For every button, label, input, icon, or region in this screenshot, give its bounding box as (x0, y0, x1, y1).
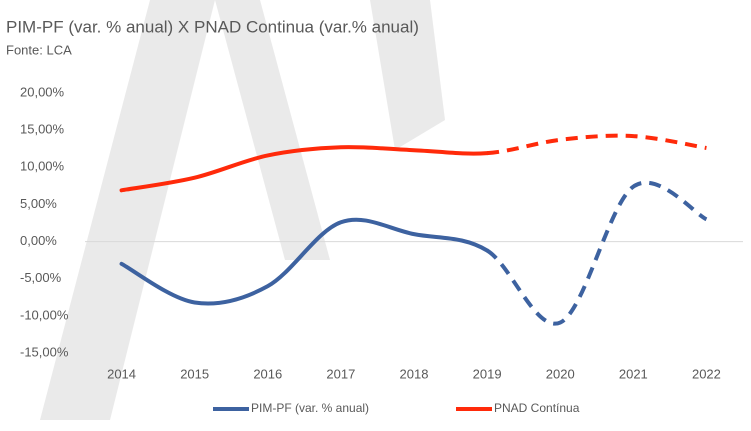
y-tick-label: 0,00% (20, 233, 57, 248)
watermark-shape (370, 0, 445, 150)
y-tick-label: 10,00% (20, 159, 65, 174)
legend-label: PIM-PF (var. % anual) (251, 401, 369, 415)
legend-label: PNAD Contínua (494, 401, 580, 415)
y-tick-label: 5,00% (20, 196, 57, 211)
y-tick-label: 20,00% (20, 84, 65, 99)
x-tick-label: 2017 (326, 366, 355, 381)
y-tick-label: -15,00% (20, 344, 69, 359)
x-tick-label: 2014 (107, 366, 136, 381)
x-tick-label: 2018 (400, 366, 429, 381)
x-tick-label: 2019 (473, 366, 502, 381)
y-tick-label: 15,00% (20, 122, 65, 137)
line-dashed (486, 133, 707, 156)
x-tick-label: 2021 (619, 366, 648, 381)
x-tick-label: 2020 (546, 366, 575, 381)
x-tick-label: 2016 (253, 366, 282, 381)
x-tick-label: 2022 (692, 366, 721, 381)
y-tick-label: -10,00% (20, 307, 69, 322)
chart-title: PIM-PF (var. % anual) X PNAD Continua (v… (6, 17, 419, 36)
line-solid (119, 145, 490, 193)
watermark-shape (40, 0, 215, 420)
x-tick-label: 2015 (180, 366, 209, 381)
line-dashed (485, 180, 708, 326)
y-tick-label: -5,00% (20, 270, 62, 285)
line-solid (119, 217, 490, 306)
chart-subtitle: Fonte: LCA (6, 42, 72, 57)
watermark-shape (215, 0, 330, 260)
watermark (40, 0, 445, 420)
